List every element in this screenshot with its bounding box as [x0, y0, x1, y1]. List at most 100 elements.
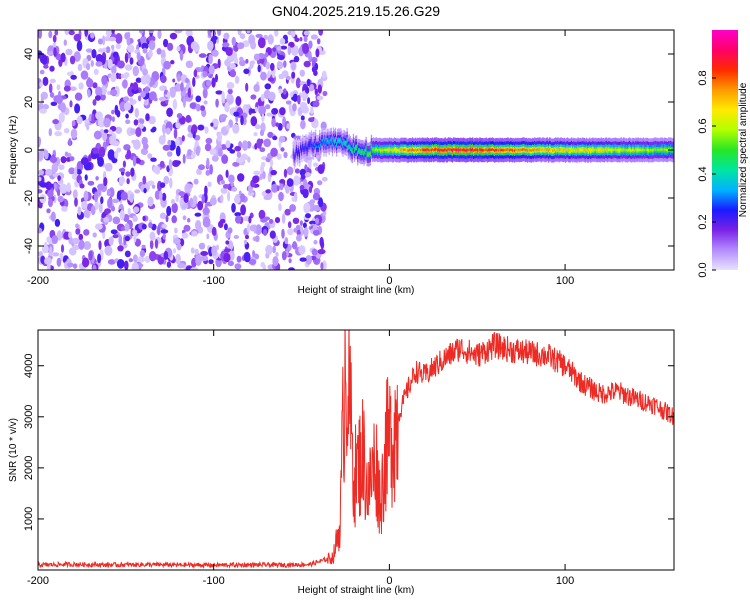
signal-cell	[325, 143, 327, 146]
noise-cell	[281, 213, 286, 224]
noise-cell	[185, 114, 192, 123]
noise-cell	[173, 128, 178, 139]
noise-cell	[41, 54, 48, 65]
signal-cell	[424, 148, 426, 151]
signal-cell	[369, 152, 371, 155]
noise-cell	[317, 248, 326, 255]
noise-cell	[280, 147, 285, 152]
signal-cell	[626, 149, 629, 152]
noise-cell	[256, 138, 263, 149]
signal-cell	[660, 148, 662, 151]
signal-cell	[644, 148, 647, 151]
signal-cell	[637, 148, 639, 151]
signal-cell	[387, 149, 389, 152]
signal-cell	[517, 148, 519, 151]
signal-cell	[398, 149, 400, 152]
signal-cell	[295, 148, 298, 152]
signal-cell	[665, 148, 668, 152]
noise-cell	[204, 185, 208, 196]
noise-cell	[232, 161, 240, 167]
signal-cell	[529, 149, 532, 152]
noise-cell	[46, 51, 54, 56]
noise-cell	[114, 150, 119, 159]
noise-cell	[111, 198, 120, 204]
noise-cell	[217, 58, 221, 69]
signal-cell	[541, 148, 543, 151]
signal-cell	[663, 148, 666, 151]
signal-cell	[488, 148, 491, 151]
signal-cell	[329, 139, 331, 142]
noise-cell	[159, 182, 166, 189]
noise-cell	[132, 254, 138, 263]
signal-cell	[373, 149, 376, 152]
noise-cell	[100, 196, 104, 204]
noise-cell	[129, 97, 134, 103]
signal-cell	[475, 148, 477, 151]
noise-cell	[125, 113, 129, 119]
noise-cell	[287, 228, 294, 236]
noise-cell	[313, 162, 319, 167]
noise-cell	[262, 228, 268, 236]
signal-cell	[520, 148, 522, 152]
colorbar-tick-label: 0.0	[697, 262, 709, 277]
noise-cell	[240, 115, 244, 126]
noise-cell	[132, 215, 138, 222]
noise-cell	[83, 210, 89, 218]
noise-cell	[218, 148, 223, 157]
noise-cell	[284, 208, 291, 216]
noise-cell	[140, 90, 146, 98]
noise-cell	[38, 176, 42, 182]
noise-cell	[272, 135, 278, 141]
noise-cell	[58, 164, 65, 170]
noise-cell	[287, 221, 292, 229]
signal-cell	[455, 148, 457, 151]
noise-cell	[232, 123, 240, 134]
noise-cell	[38, 30, 43, 39]
noise-cell	[307, 50, 312, 61]
signal-cell	[656, 148, 658, 151]
noise-cell	[123, 214, 130, 222]
signal-cell	[443, 149, 445, 152]
noise-cell	[159, 160, 165, 168]
noise-cell	[95, 176, 99, 181]
spectrogram-y-ticks: -40 -20 0 20 40	[23, 48, 674, 254]
signal-cell	[574, 149, 576, 152]
signal-cell	[482, 149, 484, 152]
noise-cell	[246, 30, 251, 34]
noise-cell	[42, 76, 49, 86]
signal-cell	[375, 148, 377, 151]
noise-cell	[281, 228, 285, 239]
signal-cell	[348, 145, 350, 148]
noise-cell	[269, 230, 276, 239]
noise-cell	[60, 52, 66, 63]
noise-cell	[135, 158, 141, 164]
signal-cell	[433, 149, 435, 152]
noise-cell	[97, 253, 102, 264]
noise-cell	[163, 38, 169, 48]
noise-cell	[291, 196, 296, 202]
noise-cell	[69, 55, 76, 65]
noise-cell	[40, 96, 44, 104]
noise-cell	[240, 193, 246, 202]
noise-cell	[104, 208, 112, 215]
noise-cell	[143, 99, 149, 106]
noise-cell	[49, 65, 55, 72]
signal-cell	[407, 149, 409, 152]
noise-cell	[124, 64, 133, 71]
noise-cell	[97, 117, 106, 128]
noise-cell	[162, 123, 167, 135]
noise-cell	[128, 258, 133, 263]
noise-cell	[167, 42, 174, 51]
signal-cell	[643, 149, 646, 152]
y-tick-label: -20	[23, 190, 35, 206]
noise-cell	[111, 109, 115, 115]
signal-cell	[396, 149, 398, 152]
noise-cell	[222, 184, 230, 189]
noise-cell	[76, 40, 83, 52]
noise-cell	[206, 233, 210, 240]
signal-cell	[538, 148, 540, 151]
noise-cell	[91, 113, 95, 125]
signal-cell	[559, 148, 561, 151]
x-tick-label: 0	[386, 575, 392, 587]
signal-cell	[359, 150, 361, 153]
